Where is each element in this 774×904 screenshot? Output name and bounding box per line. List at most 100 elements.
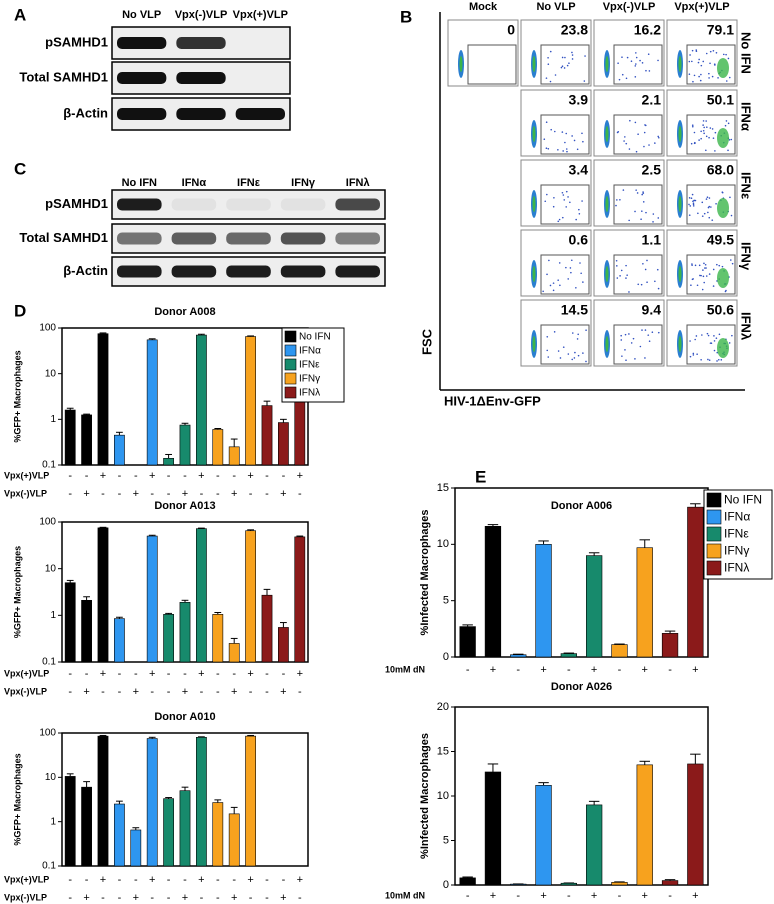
legend-label: IFNε (724, 527, 749, 541)
panel-label: E (475, 467, 486, 486)
gate-percent: 50.6 (707, 302, 734, 318)
gate-percent: 3.4 (569, 162, 589, 178)
event (727, 122, 730, 125)
event (692, 205, 695, 207)
y-tick-label: 10 (45, 772, 57, 783)
condition-label: + (231, 892, 237, 904)
legend-label: IFNλ (299, 388, 320, 399)
column-header: Vpx(+)VLP (674, 1, 729, 13)
population (717, 58, 729, 78)
condition-label: - (118, 874, 122, 886)
condition-label: - (200, 892, 204, 904)
condition-label: - (466, 890, 470, 902)
bar (560, 653, 577, 658)
event (693, 131, 696, 134)
band (171, 198, 217, 211)
condition-label: - (150, 488, 154, 500)
population (532, 266, 536, 282)
event (727, 57, 730, 60)
event (654, 280, 656, 283)
event (712, 49, 715, 52)
bar (535, 544, 552, 658)
event (628, 333, 630, 335)
bar (130, 829, 142, 867)
condition-label: - (150, 686, 154, 698)
condition-label: + (182, 892, 188, 904)
event (704, 267, 706, 269)
event (557, 220, 560, 223)
event (561, 56, 564, 59)
event (728, 139, 731, 141)
event (688, 60, 691, 63)
band (117, 37, 167, 49)
event (562, 194, 565, 196)
bar (294, 536, 306, 663)
condition-label: - (668, 664, 672, 676)
event (630, 342, 633, 344)
event (634, 358, 636, 360)
event (644, 124, 647, 127)
event (691, 278, 694, 281)
gate-percent: 2.5 (642, 162, 662, 178)
gate (540, 184, 590, 225)
event (635, 150, 638, 153)
event (621, 73, 624, 76)
event (705, 52, 708, 55)
condition-label: - (134, 668, 138, 680)
event (582, 140, 584, 143)
bar (212, 802, 224, 867)
event (703, 262, 705, 265)
event (549, 50, 552, 53)
event (560, 66, 563, 69)
event (695, 49, 698, 51)
event (615, 265, 618, 267)
bar (146, 339, 158, 466)
event (629, 119, 631, 122)
condition-label: - (68, 488, 72, 500)
condition-label: - (466, 664, 470, 676)
event (634, 65, 637, 67)
event (573, 357, 576, 359)
condition-label: - (216, 892, 220, 904)
event (642, 191, 644, 193)
y-tick-label: 10 (45, 563, 57, 574)
event (642, 201, 645, 203)
event (698, 264, 701, 267)
condition-label: - (265, 874, 269, 886)
event (724, 124, 727, 127)
event (635, 189, 637, 191)
y-tick-label: 1 (50, 816, 56, 827)
population (605, 56, 609, 72)
event (721, 265, 724, 268)
event (652, 213, 655, 215)
event (641, 329, 643, 331)
event (642, 263, 644, 265)
event (688, 197, 691, 199)
event (553, 130, 556, 133)
gate (540, 44, 590, 85)
event (705, 267, 707, 269)
event (567, 353, 570, 355)
gate (613, 254, 663, 295)
event (566, 64, 569, 67)
event (547, 147, 550, 150)
event (559, 357, 562, 359)
condition-label: + (149, 668, 155, 680)
event (722, 53, 725, 56)
condition-label: - (567, 890, 571, 902)
event (714, 131, 717, 134)
condition-label: - (101, 686, 105, 698)
condition-label: + (198, 668, 204, 680)
event (567, 196, 569, 198)
condition-label: + (247, 470, 253, 482)
bar (163, 614, 174, 663)
event (562, 346, 565, 348)
event (617, 62, 619, 64)
legend-label: IFNε (299, 360, 320, 371)
population (717, 128, 729, 148)
bar (64, 776, 76, 867)
condition-label: - (249, 686, 253, 698)
chart-title: Donor A026 (551, 681, 612, 693)
event (713, 340, 716, 342)
